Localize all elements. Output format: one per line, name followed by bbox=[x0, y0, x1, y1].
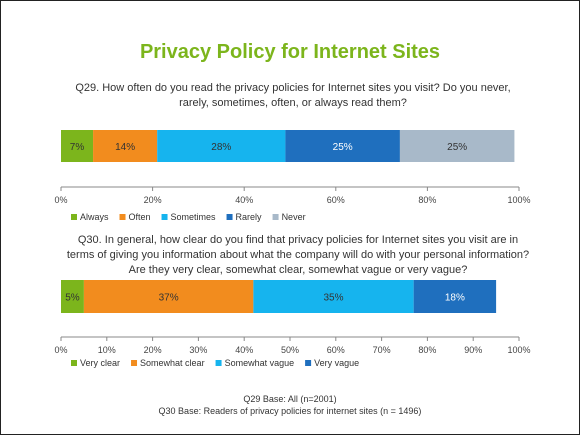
data-label-often: 14% bbox=[115, 142, 135, 153]
x-tick-label: 40% bbox=[235, 345, 253, 355]
legend-label-somewhat-clear: Somewhat clear bbox=[140, 358, 205, 368]
data-label-rarely: 25% bbox=[333, 142, 353, 153]
bar-segment-always bbox=[61, 130, 94, 162]
bar-segment-never bbox=[399, 130, 515, 162]
legend-label-somewhat-vague: Somewhat vague bbox=[225, 358, 295, 368]
legend-label-never: Never bbox=[282, 212, 306, 222]
legend-label-rarely: Rarely bbox=[236, 212, 263, 222]
legend-label-very-clear: Very clear bbox=[80, 358, 120, 368]
chart-title: Privacy Policy for Internet Sites bbox=[139, 41, 441, 63]
x-tick-label: 60% bbox=[327, 195, 345, 205]
legend-label-sometimes: Sometimes bbox=[171, 212, 217, 222]
legend-swatch-often bbox=[119, 214, 126, 220]
x-tick-label: 70% bbox=[373, 345, 391, 355]
bar-segment-very-vague bbox=[413, 280, 497, 313]
legend-swatch-sometimes bbox=[161, 214, 168, 220]
x-tick-label: 50% bbox=[281, 345, 299, 355]
bar-segment-rarely bbox=[285, 130, 400, 162]
x-tick-label: 80% bbox=[418, 195, 436, 205]
legend-label-very-vague: Very vague bbox=[314, 358, 359, 368]
x-tick-label: 20% bbox=[144, 195, 162, 205]
data-label-very-clear: 5% bbox=[65, 293, 80, 304]
data-label-always: 7% bbox=[70, 142, 85, 153]
legend-swatch-always bbox=[71, 214, 77, 220]
legend-swatch-somewhat-vague bbox=[215, 360, 222, 366]
question-q30: Q30. In general, how clear do you find t… bbox=[66, 234, 530, 276]
chart-q30: 0% 10% 20% 30% 40% 50% 60% 70% 80% 90% 100% 5% 37% 35… bbox=[54, 280, 531, 368]
footnote-q30-base: Q30 Base: Readers of privacy policies fo… bbox=[158, 406, 422, 416]
legend-label-always: Always bbox=[80, 212, 109, 222]
x-tick-label: 30% bbox=[189, 345, 207, 355]
x-tick-label: 0% bbox=[54, 195, 67, 205]
bar-segment-often bbox=[93, 130, 158, 162]
question-q29: Q29. How often do you read the privacy p… bbox=[75, 82, 511, 109]
x-tick-label: 0% bbox=[54, 345, 67, 355]
legend-label-often: Often bbox=[129, 212, 151, 222]
x-tick-label: 90% bbox=[464, 345, 482, 355]
legend-swatch-somewhat-clear bbox=[131, 360, 138, 366]
x-tick-label: 20% bbox=[144, 345, 162, 355]
bar-segment-very-clear bbox=[61, 280, 84, 313]
x-tick-label: 100% bbox=[507, 345, 530, 355]
x-tick-label: 10% bbox=[98, 345, 116, 355]
chart-q29: 0% 20% 40% 60% 80% 100% 7% 14% 28% 25% 25% Always Of… bbox=[54, 130, 531, 222]
legend-swatch-never bbox=[272, 214, 279, 220]
legend-swatch-very-vague bbox=[305, 360, 312, 366]
bar-segment-sometimes bbox=[157, 130, 286, 162]
legend-swatch-rarely bbox=[226, 214, 233, 220]
data-label-sometimes: 28% bbox=[211, 142, 231, 153]
x-tick-label: 80% bbox=[418, 345, 436, 355]
data-label-somewhat-clear: 37% bbox=[159, 293, 179, 304]
legend-swatch-very-clear bbox=[71, 360, 77, 366]
data-label-very-vague: 18% bbox=[445, 293, 465, 304]
bar-segment-somewhat-vague bbox=[253, 280, 414, 313]
footnote-q29-base: Q29 Base: All (n=2001) bbox=[243, 394, 337, 404]
x-tick-label: 40% bbox=[235, 195, 253, 205]
data-label-somewhat-vague: 35% bbox=[324, 293, 344, 304]
bar-segment-somewhat-clear bbox=[83, 280, 254, 313]
x-tick-label: 100% bbox=[507, 195, 530, 205]
data-label-never: 25% bbox=[447, 142, 467, 153]
x-tick-label: 60% bbox=[327, 345, 345, 355]
